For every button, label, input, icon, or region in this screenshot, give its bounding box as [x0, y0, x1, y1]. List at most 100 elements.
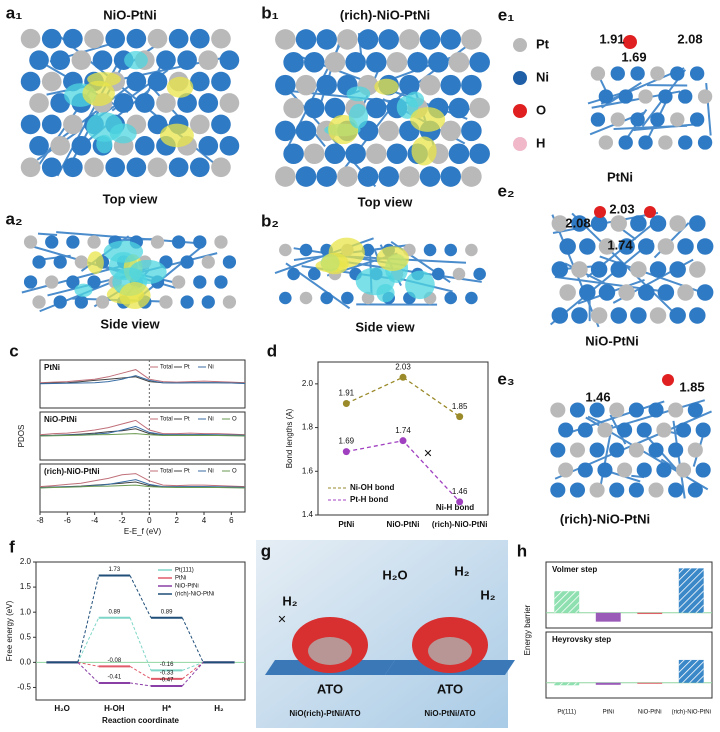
o-atom [623, 35, 637, 49]
atom [423, 243, 437, 257]
bond [313, 132, 326, 148]
atom [617, 462, 633, 478]
ato-label: ATO [437, 681, 463, 696]
atom [211, 28, 231, 49]
plot-frame [35, 561, 246, 701]
atom [598, 238, 616, 255]
value-label: -0.33 [160, 671, 174, 677]
atom [105, 28, 126, 49]
atom [432, 267, 445, 281]
catalyst-core [428, 637, 472, 665]
connector [77, 617, 100, 663]
plot-frame [39, 359, 246, 409]
atom [461, 74, 482, 96]
atom [597, 462, 613, 478]
atom [669, 307, 686, 324]
legend-label: (rich)-NiO-PtNi [175, 592, 214, 598]
atom [299, 291, 313, 305]
atom [113, 93, 134, 113]
o-atom [594, 206, 606, 218]
panel-label: b₁ [261, 3, 278, 22]
connector [129, 575, 152, 618]
plot-frame [545, 631, 713, 699]
legend-label: Pt(111) [175, 568, 194, 574]
atom [172, 235, 186, 249]
atom [378, 120, 399, 142]
atom [180, 295, 194, 309]
atom [366, 97, 387, 119]
panel-label: e₃ [497, 369, 514, 388]
atom [571, 261, 588, 278]
connector [181, 662, 204, 687]
legend-label: Total [160, 365, 173, 371]
atom [697, 89, 713, 104]
atom [697, 135, 713, 150]
atom [677, 238, 694, 255]
caption: NiO(rich)-PtNi/ATO [289, 709, 360, 718]
bond-length: 1.74 [607, 237, 633, 252]
atom [29, 93, 49, 113]
atom [571, 307, 588, 324]
charge-density [374, 78, 399, 95]
atom [678, 135, 693, 150]
atom [687, 402, 703, 418]
atom [696, 284, 714, 301]
atom [630, 307, 647, 324]
y-tick-label: 1.6 [302, 466, 314, 475]
atom [147, 28, 168, 49]
atom [689, 261, 706, 278]
atom [63, 28, 83, 49]
connector [77, 662, 100, 684]
atom [649, 215, 667, 232]
bar [595, 612, 621, 622]
atom [295, 120, 317, 142]
x-tick-label: 6 [229, 516, 234, 525]
bond-point [456, 413, 464, 421]
atom [189, 28, 210, 49]
value-label: 1.85 [452, 402, 468, 411]
y-axis-label: PDOS [17, 425, 26, 448]
atom [618, 135, 633, 150]
atom [559, 238, 576, 255]
atom [357, 29, 379, 50]
atom [50, 50, 71, 70]
value-label: 2.03 [395, 362, 411, 371]
atom [689, 215, 706, 232]
atom [222, 255, 237, 269]
atom [609, 482, 625, 498]
bond-length: 1.91 [599, 31, 624, 46]
x-tick-label: PtNi [603, 710, 614, 716]
bar [637, 612, 663, 615]
panel-label: e₁ [498, 5, 515, 24]
atom [198, 136, 219, 156]
charge-density [348, 103, 369, 129]
x-tick-label: 4 [202, 516, 207, 525]
atom [461, 29, 482, 50]
atom [53, 295, 67, 309]
atom-model [275, 29, 490, 188]
value-label: -0.08 [108, 658, 122, 664]
connector [77, 661, 99, 667]
pdos-line [39, 375, 246, 385]
atom [656, 422, 672, 438]
caption: Side view [355, 319, 415, 334]
caption: (rich)-NiO-PtNi [560, 511, 650, 526]
atom [29, 136, 49, 156]
charge-density [320, 252, 349, 275]
pdos-line [39, 369, 246, 384]
subplot-title: NiO-PtNi [44, 415, 77, 424]
atom [20, 114, 41, 135]
atom [45, 275, 59, 289]
x-tick-label: NiO-PtNi [638, 710, 662, 716]
atom [337, 29, 358, 50]
charge-density [87, 251, 104, 274]
atom [668, 482, 684, 498]
y-tick-label: 0.5 [20, 632, 32, 641]
atom [295, 74, 317, 96]
atom [689, 307, 706, 324]
x-tick-label: -8 [36, 516, 44, 525]
atom [63, 114, 83, 135]
legend-label: Ni [208, 365, 214, 371]
atom [461, 120, 482, 142]
atom [134, 136, 155, 156]
